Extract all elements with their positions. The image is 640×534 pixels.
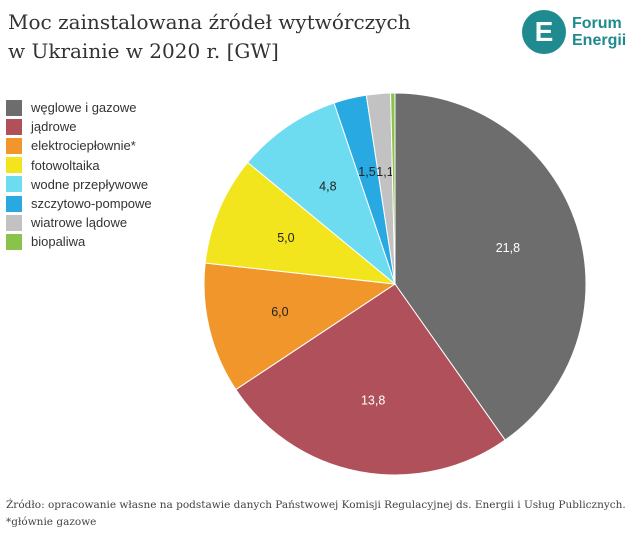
data-label: 1,5 <box>358 165 375 179</box>
legend-item: biopaliwa <box>6 232 152 251</box>
logo-line-2: Energii <box>572 32 627 49</box>
legend-swatch <box>6 233 22 250</box>
source-note: Źródło: opracowanie własne na podstawie … <box>6 499 626 511</box>
data-label: 6,0 <box>271 305 288 319</box>
pie-slice <box>246 102 397 286</box>
legend-label: węglowe i gazowe <box>31 100 137 116</box>
footer: Źródło: opracowanie własne na podstawie … <box>6 497 626 531</box>
data-label: 4,8 <box>319 179 336 193</box>
pie-slice <box>235 283 506 476</box>
legend-swatch <box>6 137 22 154</box>
legend-label: wodne przepływowe <box>31 176 149 192</box>
title-line-2: w Ukrainie w 2020 r. [GW] <box>8 39 279 63</box>
pie-slice <box>203 262 397 391</box>
legend-label: biopaliwa <box>31 234 86 250</box>
chart-title: Moc zainstalowana źródeł wytwórczych w U… <box>8 8 411 66</box>
legend-item: szczytowo-pompowe <box>6 194 152 213</box>
pie-slice <box>204 161 397 285</box>
logo-icon: E <box>522 10 566 54</box>
legend-item: jądrowe <box>6 117 152 136</box>
legend-label: fotowoltaika <box>31 157 100 173</box>
data-label: 1,1 <box>376 165 393 179</box>
legend-swatch <box>6 214 22 231</box>
legend-label: elektrociepłownie* <box>31 138 136 154</box>
legend-item: wodne przepływowe <box>6 175 152 194</box>
title-line-1: Moc zainstalowana źródeł wytwórczych <box>8 10 411 34</box>
legend-swatch <box>6 118 22 135</box>
legend-label: jądrowe <box>31 119 77 135</box>
legend-swatch <box>6 99 22 116</box>
pie-slice <box>394 92 587 441</box>
data-label: 21,8 <box>496 241 520 255</box>
data-label: 13,8 <box>361 393 385 407</box>
logo-line-1: Forum <box>572 15 622 32</box>
legend-swatch <box>6 157 22 174</box>
legend-item: elektrociepłownie* <box>6 136 152 155</box>
legend-swatch <box>6 176 22 193</box>
footnote: *głównie gazowe <box>6 516 97 528</box>
legend-swatch <box>6 195 22 212</box>
pie-slice <box>390 92 396 285</box>
legend-label: szczytowo-pompowe <box>31 196 152 212</box>
legend: węglowe i gazowe jądrowe elektrociepłownie… <box>6 98 152 252</box>
data-label: 5,0 <box>277 231 294 245</box>
legend-item: węglowe i gazowe <box>6 98 152 117</box>
legend-item: wiatrowe lądowe <box>6 213 152 232</box>
legend-item: fotowoltaika <box>6 156 152 175</box>
legend-label: wiatrowe lądowe <box>31 215 128 231</box>
forum-energii-logo: E Forum Energii <box>522 10 626 54</box>
